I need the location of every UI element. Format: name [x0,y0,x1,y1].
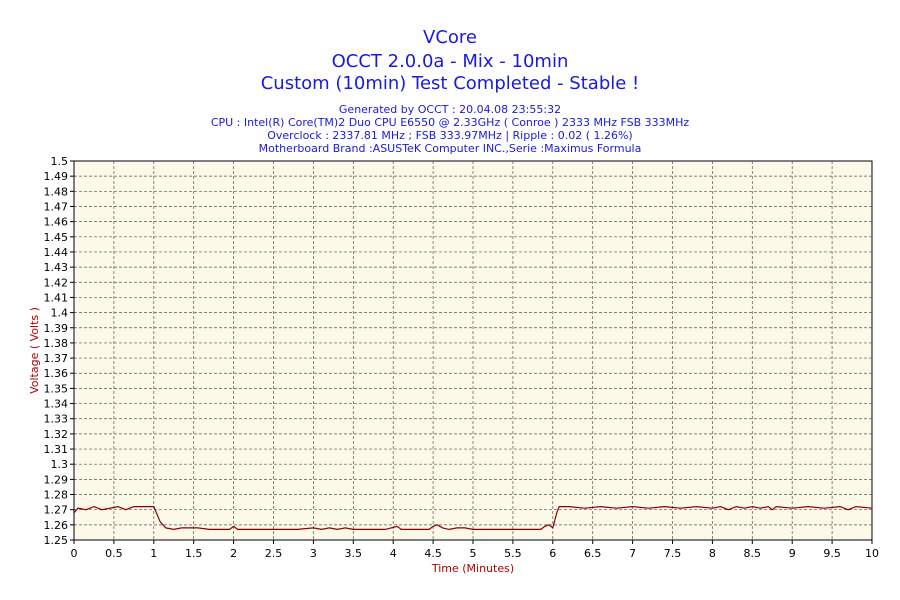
y-tick-label: 1.46 [44,216,69,229]
y-tick-label: 1.33 [44,413,69,426]
x-tick-label: 6.5 [584,547,602,560]
y-tick-label: 1.29 [44,473,69,486]
info-motherboard: Motherboard Brand :ASUSTeK Computer INC.… [258,142,642,155]
series-line-vcore [73,505,873,531]
x-tick-label: 8 [709,547,716,560]
y-tick-label: 1.36 [44,367,69,380]
y-tick-label: 1.27 [44,504,69,517]
y-tick-label: 1.3 [51,458,69,471]
chart-title: VCore [423,27,477,48]
y-tick-label: 1.35 [44,382,69,395]
grid-lines [74,161,872,540]
x-tick-label: 3 [310,547,317,560]
x-axis-label: Time (Minutes) [431,562,514,575]
y-tick-label: 1.37 [44,352,69,365]
x-tick-label: 2 [230,547,237,560]
y-tick-label: 1.44 [44,246,69,259]
x-tick-label: 4 [390,547,397,560]
y-tick-label: 1.4 [51,307,69,320]
x-tick-label: 3.5 [345,547,363,560]
y-tick-label: 1.25 [44,534,69,547]
x-tick-label: 10 [865,547,879,560]
x-tick-label: 7 [629,547,636,560]
chart-subtitle-2: Custom (10min) Test Completed - Stable ! [260,73,640,94]
y-tick-label: 1.39 [44,322,69,335]
chart-subtitle-1: OCCT 2.0.0a - Mix - 10min [331,51,569,72]
info-cpu: CPU : Intel(R) Core(TM)2 Duo CPU E6550 @… [210,116,690,129]
y-tick-label: 1.45 [44,231,69,244]
y-axis-ticks: 1.25 1.26 1.27 1.28 1.29 1.3 1.31 1.32 1.33 1.34 1… [44,155,74,547]
x-tick-label: 0.5 [105,547,123,560]
x-tick-label: 2.5 [265,547,283,560]
x-tick-label: 5 [470,547,477,560]
y-tick-label: 1.49 [44,170,69,183]
x-tick-label: 0 [71,547,78,560]
x-tick-label: 5.5 [504,547,522,560]
y-tick-label: 1.32 [44,428,69,441]
y-tick-label: 1.34 [44,398,69,411]
y-tick-label: 1.43 [44,261,69,274]
y-tick-label: 1.47 [44,200,69,213]
x-tick-label: 9.5 [823,547,841,560]
y-axis-label: Voltage ( Volts ) [28,307,41,394]
x-axis-ticks: 0 0.5 1 1.5 2 2.5 3 3.5 4 4.5 5 5.5 6 6.5 7 7.5 8 8.5 9 9.5… [71,540,879,560]
y-tick-label: 1.42 [44,276,69,289]
info-generated: Generated by OCCT : 20.04.08 23:55:32 [338,103,562,116]
y-tick-label: 1.31 [44,443,69,456]
x-tick-label: 4.5 [424,547,442,560]
x-tick-label: 7.5 [664,547,682,560]
y-tick-label: 1.38 [44,337,69,350]
y-tick-label: 1.48 [44,185,69,198]
y-tick-label: 1.41 [44,291,69,304]
info-overclock: Overclock : 2337.81 MHz ; FSB 333.97MHz … [267,129,633,142]
x-tick-label: 1 [150,547,157,560]
y-tick-label: 1.28 [44,489,69,502]
x-tick-label: 9 [789,547,796,560]
x-tick-label: 1.5 [185,547,203,560]
x-tick-label: 8.5 [744,547,762,560]
y-tick-label: 1.5 [51,155,69,168]
x-tick-label: 6 [549,547,556,560]
y-tick-label: 1.26 [44,519,69,532]
